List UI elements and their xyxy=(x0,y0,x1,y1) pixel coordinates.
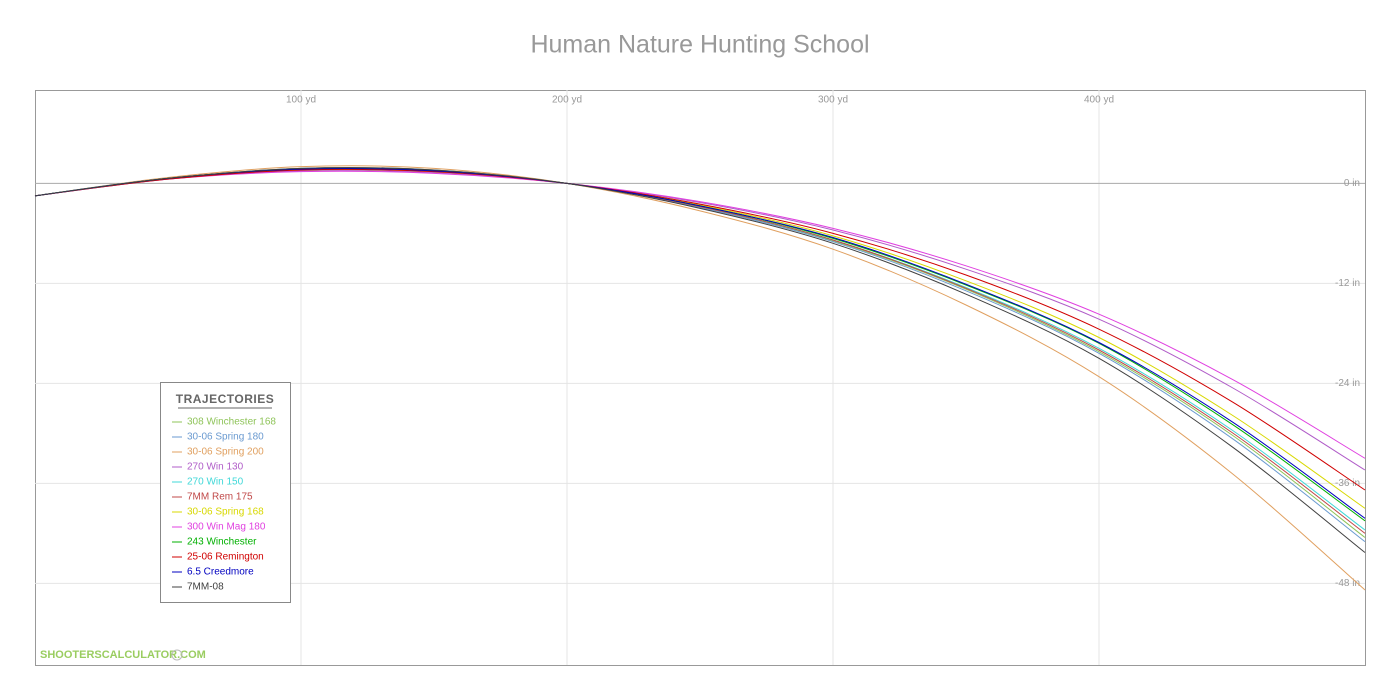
watermark: SHOOTERSCALCULATOR.COM xyxy=(40,649,206,661)
y-tick-label: -12 in xyxy=(1335,278,1360,289)
trajectory-line xyxy=(34,165,1366,591)
legend-label: 270 Win 130 xyxy=(187,462,244,473)
trajectory-line xyxy=(34,168,1366,519)
legend-label: 300 Win Mag 180 xyxy=(187,522,266,533)
legend-label: 243 Winchester xyxy=(187,537,257,548)
legend-box xyxy=(160,382,291,603)
legend-label: 30-06 Spring 168 xyxy=(187,507,264,518)
legend-label: 308 Winchester 168 xyxy=(187,417,276,428)
y-tick-label: -48 in xyxy=(1335,578,1360,589)
chart-title: Human Nature Hunting School xyxy=(530,31,869,59)
y-tick-label: -36 in xyxy=(1335,478,1360,489)
x-tick-label: 300 yd xyxy=(818,95,848,106)
legend-label: 7MM Rem 175 xyxy=(187,492,253,503)
trajectory-line xyxy=(34,169,1366,471)
legend-label: 30-06 Spring 200 xyxy=(187,447,264,458)
legend-label: 30-06 Spring 180 xyxy=(187,432,264,443)
trajectory-line xyxy=(34,168,1366,491)
legend-title: TRAJECTORIES xyxy=(176,392,274,406)
trajectory-line xyxy=(34,167,1366,553)
y-tick-label: -24 in xyxy=(1335,378,1360,389)
legend: TRAJECTORIES 308 Winchester 168 30-06 Spri… xyxy=(160,382,291,603)
trajectory-line xyxy=(34,170,1366,459)
legend-label: 270 Win 150 xyxy=(187,477,244,488)
watermark-icon xyxy=(171,649,183,661)
x-tick-label: 100 yd xyxy=(286,95,316,106)
y-tick-label: 0 in xyxy=(1344,178,1360,189)
legend-label: 7MM-08 xyxy=(187,582,224,593)
x-tick-label: 400 yd xyxy=(1084,95,1114,106)
legend-label: 6.5 Creedmore xyxy=(187,567,254,578)
x-tick-label: 200 yd xyxy=(552,95,582,106)
plot-frame xyxy=(35,90,1366,666)
legend-label: 25-06 Remington xyxy=(187,552,264,563)
